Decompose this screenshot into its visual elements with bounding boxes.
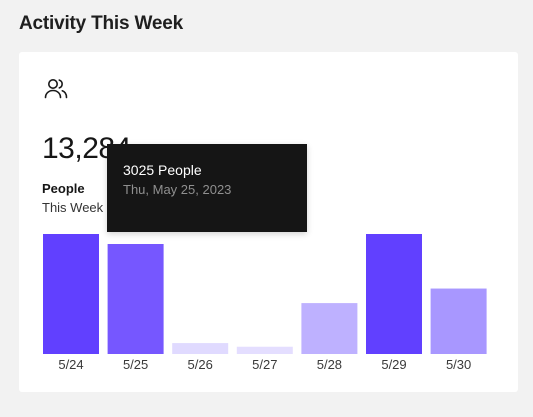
bar-5/25[interactable] <box>107 244 164 354</box>
bar-5/24[interactable] <box>43 234 99 354</box>
x-tick-label: 5/28 <box>317 357 342 372</box>
bar-5/28[interactable] <box>301 303 358 354</box>
stat-label: People <box>42 181 85 196</box>
x-tick-label: 5/26 <box>188 357 213 372</box>
x-tick-label: 5/27 <box>252 357 277 372</box>
stat-period: This Week <box>42 200 104 215</box>
people-icon <box>44 79 68 99</box>
bar-5/26[interactable] <box>172 343 229 354</box>
tooltip-title: 3025 People <box>123 162 202 178</box>
x-tick-label: 5/25 <box>123 357 148 372</box>
activity-bar-chart: 5/24 5/25 5/26 5/27 5/28 5/29 5/30 <box>43 234 487 372</box>
bar-5/29[interactable] <box>366 234 422 354</box>
x-tick-label: 5/24 <box>58 357 83 372</box>
page-title: Activity This Week <box>19 13 183 34</box>
chart-tooltip: 3025 People Thu, May 25, 2023 <box>107 144 307 232</box>
bar-5/30[interactable] <box>430 288 487 354</box>
tooltip-date: Thu, May 25, 2023 <box>123 182 232 197</box>
bar-5/27[interactable] <box>236 346 293 354</box>
x-tick-label: 5/30 <box>446 357 471 372</box>
x-tick-label: 5/29 <box>381 357 406 372</box>
activity-card: 13,284 People This Week 5/24 5/25 5/26 5/27… <box>19 52 518 392</box>
